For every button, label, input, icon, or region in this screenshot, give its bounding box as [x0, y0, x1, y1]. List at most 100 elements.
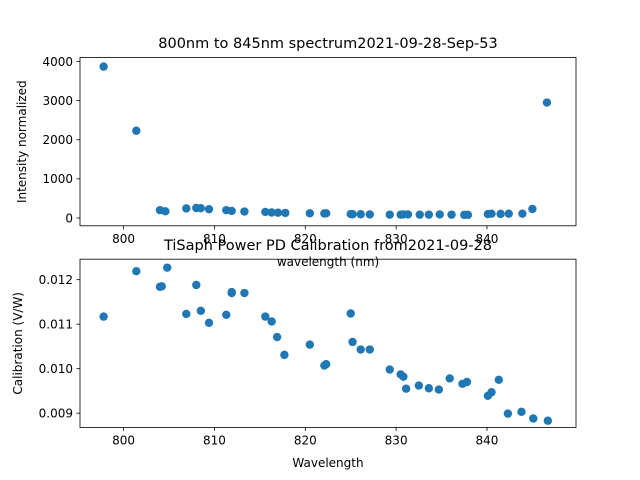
spectrum-point	[204, 204, 214, 214]
spectrum-point	[518, 209, 527, 218]
calibration-x-tick-label: 810	[203, 433, 226, 447]
spectrum-y-ticks: 0 1000 2000 3000 4000	[42, 55, 80, 225]
calibration-point	[401, 384, 411, 393]
spectrum-point	[348, 210, 357, 219]
spectrum-x-tick-label: 840	[476, 232, 499, 246]
calibration-point	[487, 388, 496, 397]
spectrum-point	[132, 126, 141, 135]
spectrum-plot: 800nm to 845nm spectrum2021-09-28-Sep-53…	[15, 36, 577, 269]
spectrum-y-tick-label: 0	[65, 211, 73, 225]
calibration-point	[462, 377, 472, 387]
spectrum-point	[415, 210, 424, 219]
calibration-point	[365, 345, 374, 354]
spectrum-axes-frame	[79, 57, 577, 227]
spectrum-y-tick-label: 3000	[42, 94, 73, 108]
calibration-point	[503, 409, 513, 418]
calibration-point	[399, 372, 408, 381]
spectrum-point	[487, 209, 496, 218]
spectrum-point	[463, 210, 473, 220]
calibration-point	[157, 282, 166, 291]
spectrum-point	[528, 204, 537, 214]
spectrum-x-tick-label: 830	[385, 232, 408, 246]
spectrum-x-ticks: 800 810 820 830 840	[112, 225, 499, 246]
spectrum-point	[196, 204, 206, 213]
calibration-points	[99, 263, 553, 425]
calibration-point	[222, 310, 231, 320]
spectrum-point	[504, 209, 513, 218]
spectrum-point	[321, 209, 331, 218]
spectrum-point	[261, 207, 270, 217]
calibration-title: TiSaph Power PD Calibration from2021-09-…	[163, 238, 492, 254]
spectrum-point	[227, 206, 236, 216]
calibration-point	[356, 345, 365, 354]
calibration-axes-frame	[79, 258, 577, 428]
spectrum-x-tick-label: 800	[112, 232, 135, 246]
calibration-point	[321, 360, 331, 369]
calibration-point	[305, 340, 315, 349]
spectrum-point	[182, 204, 191, 213]
spectrum-point	[542, 98, 552, 107]
spectrum-y-tick-label: 4000	[42, 55, 73, 69]
spectrum-title: 800nm to 845nm spectrum2021-09-28-Sep-53	[158, 36, 498, 52]
spectrum-point	[435, 210, 444, 219]
spectrum-point	[240, 207, 249, 216]
calibration-point	[280, 350, 289, 360]
calibration-point	[517, 407, 526, 417]
calibration-point	[240, 288, 249, 298]
calibration-y-tick-label: 0.011	[39, 317, 73, 331]
calibration-point	[445, 374, 454, 383]
spectrum-point	[161, 207, 170, 216]
calibration-point	[182, 309, 191, 319]
calibration-point	[99, 312, 108, 321]
calibration-point	[424, 384, 434, 393]
calibration-y-ticks: 0.009 0.010 0.011 0.012	[39, 273, 80, 420]
spectrum-point	[496, 209, 505, 219]
calibration-x-axis-label: Wavelength	[292, 456, 363, 470]
calibration-x-ticks: 800 810 820 830 840	[112, 427, 498, 447]
spectrum-y-tick-label: 2000	[42, 133, 73, 147]
spectrum-y-axis-label: Intensity normalized	[15, 80, 29, 203]
calibration-point	[414, 381, 424, 390]
spectrum-point	[99, 62, 108, 71]
spectrum-point	[267, 208, 276, 217]
calibration-plot: 800 810 820 830 840 0.009 0.010 0.011 0.012 TiS…	[11, 238, 577, 470]
spectrum-point	[385, 210, 394, 219]
spectrum-point	[305, 209, 315, 218]
spectrum-point	[424, 210, 434, 219]
calibration-x-tick-label: 830	[385, 433, 408, 447]
calibration-point	[227, 288, 236, 298]
calibration-point	[204, 318, 214, 328]
spectrum-x-tick-label: 820	[294, 232, 317, 246]
spectrum-point	[403, 210, 413, 219]
calibration-x-tick-label: 840	[476, 433, 499, 447]
calibration-point	[543, 416, 553, 425]
spectrum-point	[281, 208, 290, 218]
calibration-point	[529, 414, 538, 423]
calibration-point	[434, 385, 444, 394]
calibration-y-tick-label: 0.009	[39, 406, 73, 420]
spectrum-x-axis-label: wavelength (nm)	[277, 255, 379, 269]
calibration-point	[192, 280, 201, 290]
calibration-point	[267, 317, 276, 326]
calibration-point	[261, 312, 270, 321]
calibration-y-axis-label: Calibration (V/W)	[11, 292, 25, 395]
calibration-point	[163, 263, 172, 272]
spectrum-point	[447, 210, 456, 219]
calibration-x-tick-label: 800	[112, 433, 135, 447]
spectrum-point	[356, 210, 365, 219]
calibration-point	[494, 375, 503, 384]
spectrum-points	[99, 62, 552, 220]
calibration-y-tick-label: 0.010	[39, 362, 73, 376]
calibration-point	[385, 365, 394, 374]
calibration-point	[272, 332, 282, 342]
spectrum-point	[365, 210, 374, 219]
calibration-point	[346, 309, 355, 318]
calibration-x-tick-label: 820	[294, 433, 317, 447]
spectrum-y-tick-label: 1000	[42, 172, 73, 186]
spectrum-x-tick-label: 810	[203, 232, 226, 246]
spectrum-point	[273, 208, 283, 217]
calibration-point	[196, 306, 206, 316]
calibration-y-tick-label: 0.012	[39, 273, 73, 287]
